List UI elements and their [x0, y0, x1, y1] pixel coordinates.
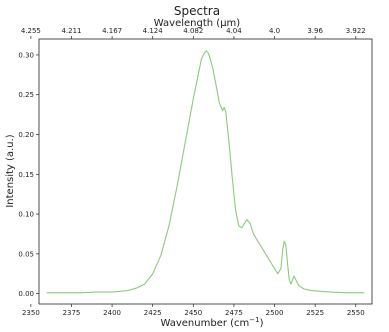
chart-title: Spectra	[174, 4, 220, 18]
plot-frame	[38, 38, 373, 305]
series-line-1	[46, 50, 365, 294]
x-tick-label: 2425	[144, 309, 162, 317]
top-axis-ticks: 4.255 4.211 4.167 4.124 4.082 4.04 4.0 3.96 3.92…	[21, 27, 366, 39]
x-tick-label: 2525	[306, 309, 324, 317]
x-axis-label-superscript: −1	[249, 316, 259, 324]
x-axis-label-suffix: )	[260, 318, 264, 329]
top-tick-label: 4.04	[226, 27, 242, 35]
y-tick-label: 0.05	[18, 250, 34, 258]
y-tick-label: 0.00	[18, 290, 34, 298]
y-tick-label: 0.25	[18, 91, 34, 99]
x-tick-label: 2350	[22, 309, 40, 317]
y-axis-label: Intensity (a.u.)	[5, 134, 16, 207]
y-tick-label: 0.20	[18, 131, 34, 139]
top-tick-label: 4.255	[21, 27, 41, 35]
y-tick-label: 0.30	[18, 51, 34, 59]
top-tick-label: 4.0	[269, 27, 280, 35]
x-tick-label: 2400	[103, 309, 121, 317]
x-tick-label: 2450	[184, 309, 202, 317]
top-tick-label: 4.167	[102, 27, 122, 35]
top-tick-label: 3.922	[346, 27, 366, 35]
x-tick-label: 2475	[225, 309, 243, 317]
series-layer	[46, 50, 365, 294]
x-tick-label: 2500	[266, 309, 284, 317]
x-tick-label: 2375	[63, 309, 81, 317]
y-tick-label: 0.10	[18, 211, 34, 219]
y-tick-label: 0.15	[18, 171, 34, 179]
x-axis-label: Wavenumber (cm−1)	[160, 316, 263, 329]
y-axis-ticks: 0.00 0.05 0.10 0.15 0.20 0.25 0.30	[18, 51, 39, 298]
top-tick-label: 4.082	[183, 27, 203, 35]
x-axis-label-main: Wavenumber (cm	[160, 318, 249, 329]
top-tick-label: 3.96	[307, 27, 323, 35]
top-tick-label: 4.124	[143, 27, 164, 35]
top-tick-label: 4.211	[61, 27, 81, 35]
x-tick-label: 2550	[347, 309, 365, 317]
top-axis-label: Wavelength (μm)	[154, 18, 241, 29]
x-axis-ticks: 2350 2375 2400 2425 2450 2475 2500 2525 2550	[22, 304, 365, 317]
